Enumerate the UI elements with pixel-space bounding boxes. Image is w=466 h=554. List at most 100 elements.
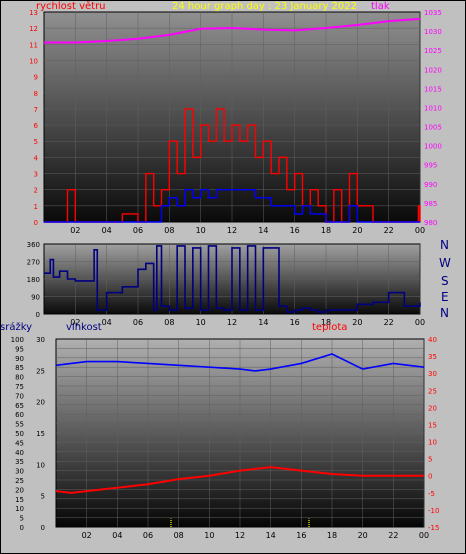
lower-x-tick-label: 16 xyxy=(296,531,306,540)
compass-n-bottom: N xyxy=(440,306,449,320)
pressure-y-tick-label: 1000 xyxy=(424,143,442,151)
rain-y-tick-label: 95 xyxy=(15,345,24,353)
lower-x-tick-label: 06 xyxy=(143,531,153,540)
lower-x-tick-label: 02 xyxy=(82,531,92,540)
wind-speed-y-tick-label: 11 xyxy=(29,41,38,49)
wind-speed-y-tick-label: 5 xyxy=(34,138,38,146)
wind-speed-y-tick-label: 4 xyxy=(34,154,39,162)
direction-x-tick-label: 20 xyxy=(352,318,362,327)
rain-y-tick-label: 35 xyxy=(15,458,24,466)
chart-title: 24 hour graph day : 23 January 2022 xyxy=(172,1,357,12)
direction-x-tick-label: 18 xyxy=(321,318,331,327)
lower-x-tick-label: 08 xyxy=(174,531,184,540)
direction-x-tick-label: 14 xyxy=(258,318,268,327)
rain-y-tick-label: 25 xyxy=(15,477,24,485)
pressure-y-tick-label: 1030 xyxy=(424,28,442,36)
wind-speed-y-tick-label: 12 xyxy=(29,25,38,33)
wind-gust-line xyxy=(44,108,421,223)
rain-y-tick-label: 65 xyxy=(15,402,24,410)
direction-x-tick-label: 16 xyxy=(290,318,300,327)
pressure-y-tick-label: 1015 xyxy=(424,85,442,93)
direction-x-tick-label: 10 xyxy=(196,318,206,327)
wind-speed-label: rychlost větru xyxy=(36,0,106,12)
wind-speed-y-tick-label: 7 xyxy=(34,106,38,114)
wind-speed-y-tick-label: 9 xyxy=(34,74,38,82)
direction-line xyxy=(44,245,421,313)
lower-x-tick-label: 12 xyxy=(235,531,245,540)
direction-y-tick-label: 90 xyxy=(31,294,40,302)
lower-x-tick-label: 10 xyxy=(204,531,214,540)
humidity-y-tick-label: 10 xyxy=(36,461,45,469)
temperature-line xyxy=(55,466,424,494)
rain-y-tick-label: 85 xyxy=(15,364,24,372)
rain-y-tick-label: 90 xyxy=(15,355,24,363)
wind-speed-y-tick-label: 1 xyxy=(34,203,38,211)
temperature-y-tick-label: -15 xyxy=(428,524,439,532)
rain-y-tick-label: 10 xyxy=(15,505,24,513)
pressure-label: tlak xyxy=(371,1,390,12)
lower-x-tick-label: 22 xyxy=(388,531,398,540)
direction-x-tick-label: 02 xyxy=(70,318,80,327)
direction-y-tick-label: 360 xyxy=(27,241,40,249)
lower-x-tick-label: 18 xyxy=(327,531,337,540)
wind-avg-line xyxy=(44,188,420,223)
rain-y-tick-label: 75 xyxy=(15,383,24,391)
rain-label: srážky xyxy=(0,321,32,333)
direction-x-tick-label: 22 xyxy=(384,318,394,327)
temperature-y-tick-label: -5 xyxy=(428,490,435,498)
wind-x-tick-label: 20 xyxy=(352,226,362,235)
rain-y-tick-label: 45 xyxy=(15,439,24,447)
temperature-label: teplota xyxy=(312,322,347,333)
compass-s: S xyxy=(441,274,449,288)
pressure-y-tick-label: 1025 xyxy=(424,47,442,55)
rain-y-tick-label: 5 xyxy=(20,515,24,523)
lower-x-tick-label: 04 xyxy=(112,531,122,540)
humidity-y-tick-label: 15 xyxy=(36,430,45,438)
wind-x-tick-label: 16 xyxy=(290,226,300,235)
wind-speed-y-tick-label: 0 xyxy=(34,219,38,227)
compass-w: W xyxy=(439,256,451,270)
lower-x-tick-label: 20 xyxy=(358,531,368,540)
temperature-y-tick-label: -10 xyxy=(428,507,439,515)
direction-y-tick-label: 180 xyxy=(27,276,40,284)
temperature-y-tick-label: 40 xyxy=(428,336,437,344)
temperature-y-tick-label: 15 xyxy=(428,421,437,429)
pressure-y-tick-label: 990 xyxy=(424,181,437,189)
direction-x-tick-label: 06 xyxy=(133,318,143,327)
wind-x-tick-label: 06 xyxy=(133,226,143,235)
rain-y-tick-label: 50 xyxy=(15,430,24,438)
direction-y-tick-label: 0 xyxy=(36,311,40,319)
wind-speed-y-tick-label: 8 xyxy=(34,90,38,98)
pressure-y-tick-label: 1020 xyxy=(424,66,442,74)
wind-speed-y-tick-label: 3 xyxy=(34,171,38,179)
pressure-y-tick-label: 1035 xyxy=(424,9,442,17)
wind-x-tick-label: 02 xyxy=(70,226,80,235)
wind-speed-y-tick-label: 13 xyxy=(29,9,38,17)
rain-y-tick-label: 55 xyxy=(15,421,24,429)
temperature-y-tick-label: 25 xyxy=(428,387,437,395)
wind-x-tick-label: 18 xyxy=(321,226,331,235)
direction-x-tick-label: 12 xyxy=(227,318,237,327)
temperature-y-tick-label: 20 xyxy=(428,404,437,412)
wind-x-tick-label: 12 xyxy=(227,226,237,235)
humidity-line xyxy=(55,353,425,372)
temperature-y-tick-label: 5 xyxy=(428,456,432,464)
wind-x-tick-label: 04 xyxy=(102,226,112,235)
compass-n-top: N xyxy=(440,238,449,252)
direction-x-tick-label: 00 xyxy=(415,318,425,327)
lower-x-tick-label: 14 xyxy=(266,531,276,540)
humidity-y-tick-label: 5 xyxy=(41,493,45,501)
rain-y-tick-label: 30 xyxy=(15,468,24,476)
humidity-y-tick-label: 0 xyxy=(41,524,45,532)
pressure-y-tick-label: 1010 xyxy=(424,104,442,112)
wind-x-tick-label: 22 xyxy=(384,226,394,235)
direction-x-tick-label: 08 xyxy=(164,318,174,327)
temperature-y-tick-label: 0 xyxy=(428,473,432,481)
pressure-y-tick-label: 985 xyxy=(424,200,437,208)
rain-y-tick-label: 15 xyxy=(15,496,24,504)
lower-x-tick-label: 00 xyxy=(419,531,429,540)
wind-x-tick-label: 00 xyxy=(415,226,425,235)
rain-y-tick-label: 40 xyxy=(15,449,24,457)
direction-x-tick-label: 04 xyxy=(102,318,112,327)
